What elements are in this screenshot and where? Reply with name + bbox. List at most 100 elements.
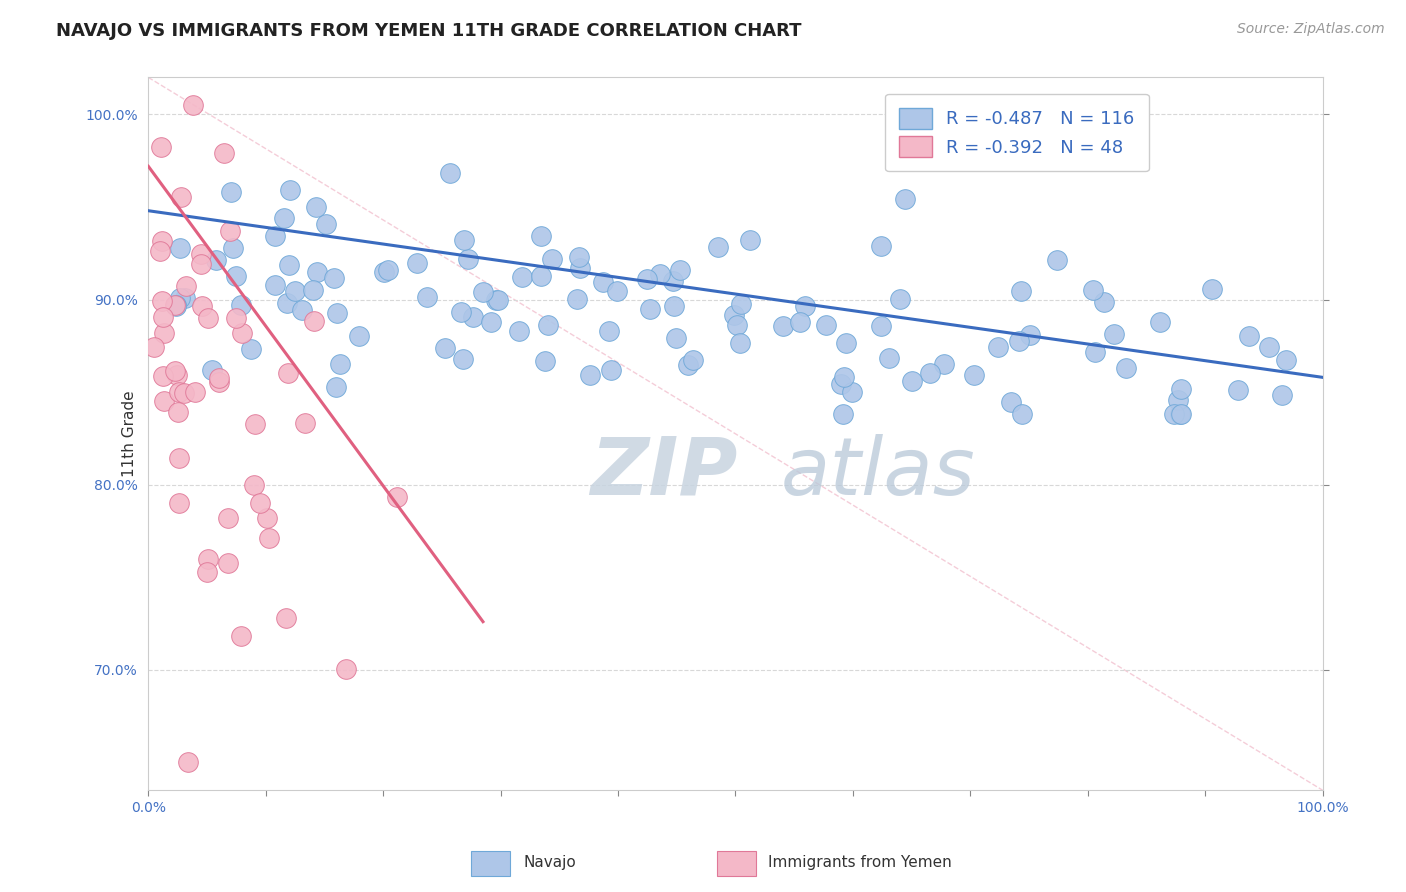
Point [606,285,628,299]
Point [707,240,730,254]
Point [1170,407,1192,421]
Point [231,326,253,340]
Point [207,375,229,389]
Point [373,265,395,279]
Point [536,318,558,333]
Point [662,274,685,288]
Point [1102,327,1125,342]
Text: Navajo: Navajo [523,855,576,870]
Point [1237,329,1260,343]
Point [221,241,243,255]
Point [273,211,295,226]
Point [815,318,838,333]
Point [152,369,174,384]
Point [772,319,794,334]
Point [650,267,672,281]
Point [1201,282,1223,296]
Point [200,362,222,376]
Point [1115,360,1137,375]
Point [190,299,212,313]
Legend: R = -0.487   N = 116, R = -0.392   N = 48: R = -0.487 N = 116, R = -0.392 N = 48 [884,94,1149,171]
Point [1092,294,1115,309]
Point [416,290,439,304]
Point [277,366,299,380]
Point [1046,252,1069,267]
Point [219,185,242,199]
Point [1149,315,1171,329]
Y-axis label: 11th Grade: 11th Grade [122,391,138,477]
Point [1000,394,1022,409]
Point [598,324,620,338]
Point [240,342,263,356]
Point [167,451,190,466]
Point [1163,408,1185,422]
Point [205,253,228,268]
Point [636,272,658,286]
Point [243,417,266,432]
Point [302,313,325,327]
Point [1168,408,1191,422]
Point [335,662,357,676]
Point [1271,388,1294,402]
Point [486,293,509,307]
Text: Source: ZipAtlas.com: Source: ZipAtlas.com [1237,22,1385,37]
Point [433,342,456,356]
Point [533,353,555,368]
Point [322,270,344,285]
Point [569,260,592,275]
Point [169,241,191,255]
Point [150,293,173,308]
Point [257,531,280,545]
Point [165,364,187,378]
Point [225,311,247,326]
Point [457,252,479,267]
Point [640,301,662,316]
Point [153,326,176,340]
Point [326,305,349,319]
Point [510,269,533,284]
Point [149,140,172,154]
Point [568,250,591,264]
Point [1084,345,1107,359]
Point [142,340,165,354]
Point [485,293,508,308]
Point [176,755,198,769]
Point [450,305,472,319]
Point [195,565,218,579]
Point [377,262,399,277]
Point [932,357,955,371]
Point [870,318,893,333]
Point [987,340,1010,354]
Point [453,233,475,247]
Point [600,363,623,377]
Point [508,324,530,338]
Point [1170,382,1192,396]
Point [169,291,191,305]
Point [305,265,328,279]
Point [900,374,922,388]
Point [730,296,752,310]
Point [592,275,614,289]
Point [174,279,197,293]
Point [294,416,316,430]
Point [665,331,688,345]
Point [166,405,188,419]
Point [197,552,219,566]
Point [669,263,692,277]
Point [174,291,197,305]
Point [1167,392,1189,407]
Point [276,611,298,625]
Point [682,352,704,367]
Point [165,299,187,313]
Point [1018,328,1040,343]
Point [208,371,231,385]
Text: ZIP: ZIP [591,434,738,512]
Point [387,490,409,504]
Point [284,284,307,298]
Point [579,368,602,383]
Point [264,278,287,293]
Point [439,166,461,180]
Point [1275,352,1298,367]
Point [530,229,553,244]
Point [832,408,855,422]
